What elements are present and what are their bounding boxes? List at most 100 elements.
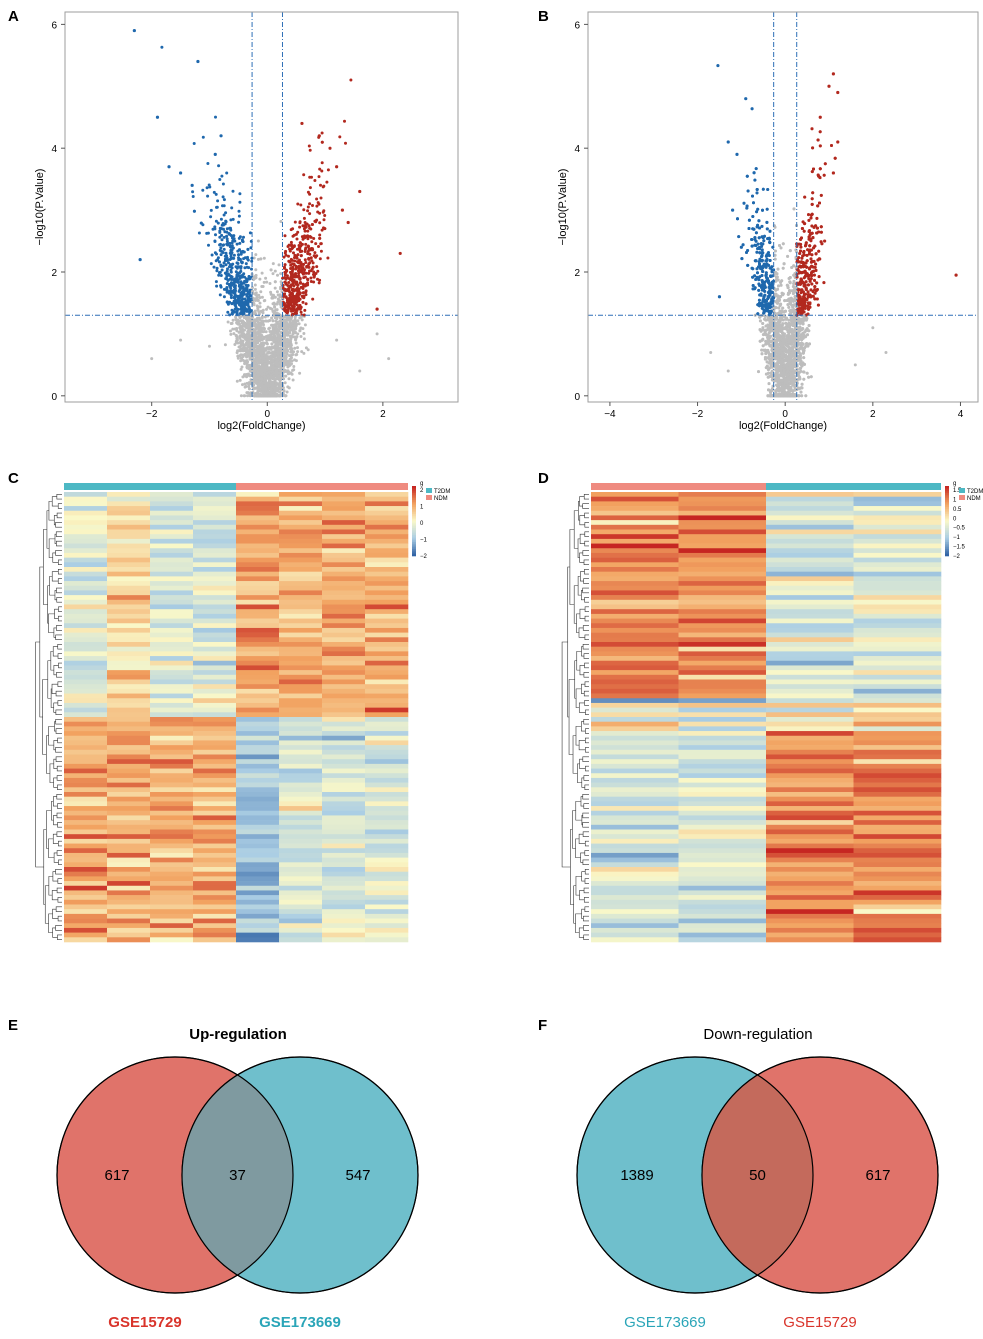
volcano-point	[236, 349, 240, 353]
volcano-point	[247, 275, 251, 278]
volcano-point	[279, 285, 283, 289]
volcano-point	[229, 293, 233, 297]
volcano-point	[319, 242, 323, 246]
volcano-point	[250, 259, 254, 263]
volcano-point	[244, 337, 247, 341]
volcano-point	[257, 327, 261, 331]
volcano-point	[252, 363, 256, 367]
volcano-point	[242, 289, 246, 293]
volcano-point	[298, 329, 302, 333]
volcano-point	[246, 284, 250, 287]
x-axis-label: log2(FoldChange)	[217, 420, 305, 432]
volcano-point	[239, 394, 243, 398]
volcano-point	[274, 319, 278, 323]
volcano-point	[277, 376, 281, 380]
volcano-point	[235, 327, 239, 330]
volcano-point	[253, 348, 257, 352]
volcano-point	[275, 357, 279, 361]
volcano-point	[266, 305, 270, 309]
volcano-point	[292, 233, 296, 237]
volcano-point	[276, 273, 279, 277]
volcano-point	[237, 220, 241, 224]
volcano-point	[226, 320, 230, 324]
volcano-point	[306, 209, 310, 213]
volcano-point	[245, 373, 249, 377]
volcano-point	[283, 251, 287, 255]
volcano-point	[245, 277, 249, 281]
volcano-point	[238, 296, 242, 300]
volcano-point	[293, 346, 297, 350]
volcano-point	[277, 361, 280, 365]
volcano-point	[306, 283, 310, 287]
volcano-point	[282, 318, 286, 322]
volcano-point	[215, 266, 219, 270]
volcano-point	[229, 249, 233, 253]
volcano-point	[265, 280, 269, 284]
volcano-point	[248, 393, 252, 397]
volcano-point	[298, 261, 301, 265]
volcano-point	[299, 310, 303, 314]
volcano-point	[298, 371, 302, 375]
volcano-point	[271, 383, 275, 387]
volcano-point	[275, 290, 279, 294]
volcano-point	[235, 379, 239, 383]
volcano-point	[319, 183, 322, 187]
volcano-point	[258, 323, 262, 327]
volcano-point	[243, 279, 247, 283]
volcano-point	[293, 220, 297, 224]
volcano-point	[262, 280, 266, 284]
volcano-point	[230, 275, 234, 279]
volcano-point	[281, 349, 285, 353]
volcano-point	[245, 265, 249, 269]
volcano-point	[271, 272, 275, 276]
volcano-point	[225, 282, 229, 285]
volcano-point	[243, 373, 246, 377]
volcano-point	[258, 296, 262, 300]
volcano-point	[233, 289, 237, 293]
volcano-point	[224, 220, 228, 224]
volcano-point	[236, 273, 240, 277]
volcano-point	[215, 269, 219, 273]
volcano-point	[312, 237, 316, 240]
volcano-point	[256, 359, 259, 363]
volcano-point	[260, 354, 264, 358]
volcano-point	[229, 291, 233, 295]
volcano-point	[273, 394, 277, 398]
volcano-point	[311, 297, 315, 301]
volcano-point	[269, 290, 273, 294]
volcano-point	[263, 315, 267, 319]
volcano-point	[268, 326, 271, 330]
volcano-point	[222, 213, 226, 217]
volcano-point	[272, 329, 276, 333]
volcano-point	[250, 317, 254, 320]
volcano-point	[317, 281, 321, 285]
volcano-point	[261, 345, 265, 349]
volcano-point	[285, 330, 289, 334]
volcano-point	[266, 351, 270, 355]
volcano-point	[323, 214, 327, 217]
y-axis-label: −log10(P.Value)	[34, 169, 46, 246]
volcano-point	[230, 302, 234, 306]
volcano-point	[260, 316, 264, 320]
volcano-point	[224, 251, 228, 255]
volcano-point	[246, 394, 249, 398]
volcano-point	[229, 329, 232, 333]
volcano-point	[246, 322, 250, 326]
volcano-point	[282, 389, 286, 393]
volcano-point	[286, 361, 290, 365]
volcano-point	[304, 246, 308, 250]
volcano-point	[274, 381, 278, 385]
volcano-point	[302, 337, 306, 341]
volcano-point	[229, 252, 233, 256]
volcano-point	[349, 78, 353, 82]
volcano-point	[235, 329, 239, 333]
volcano-point	[296, 297, 300, 300]
volcano-point	[246, 330, 250, 334]
volcano-point	[287, 339, 291, 343]
volcano-point	[270, 316, 274, 320]
volcano-point	[270, 342, 274, 346]
volcano-point	[230, 206, 234, 210]
volcano-point	[241, 349, 245, 353]
volcano-point	[243, 359, 247, 363]
volcano-point	[238, 257, 242, 261]
